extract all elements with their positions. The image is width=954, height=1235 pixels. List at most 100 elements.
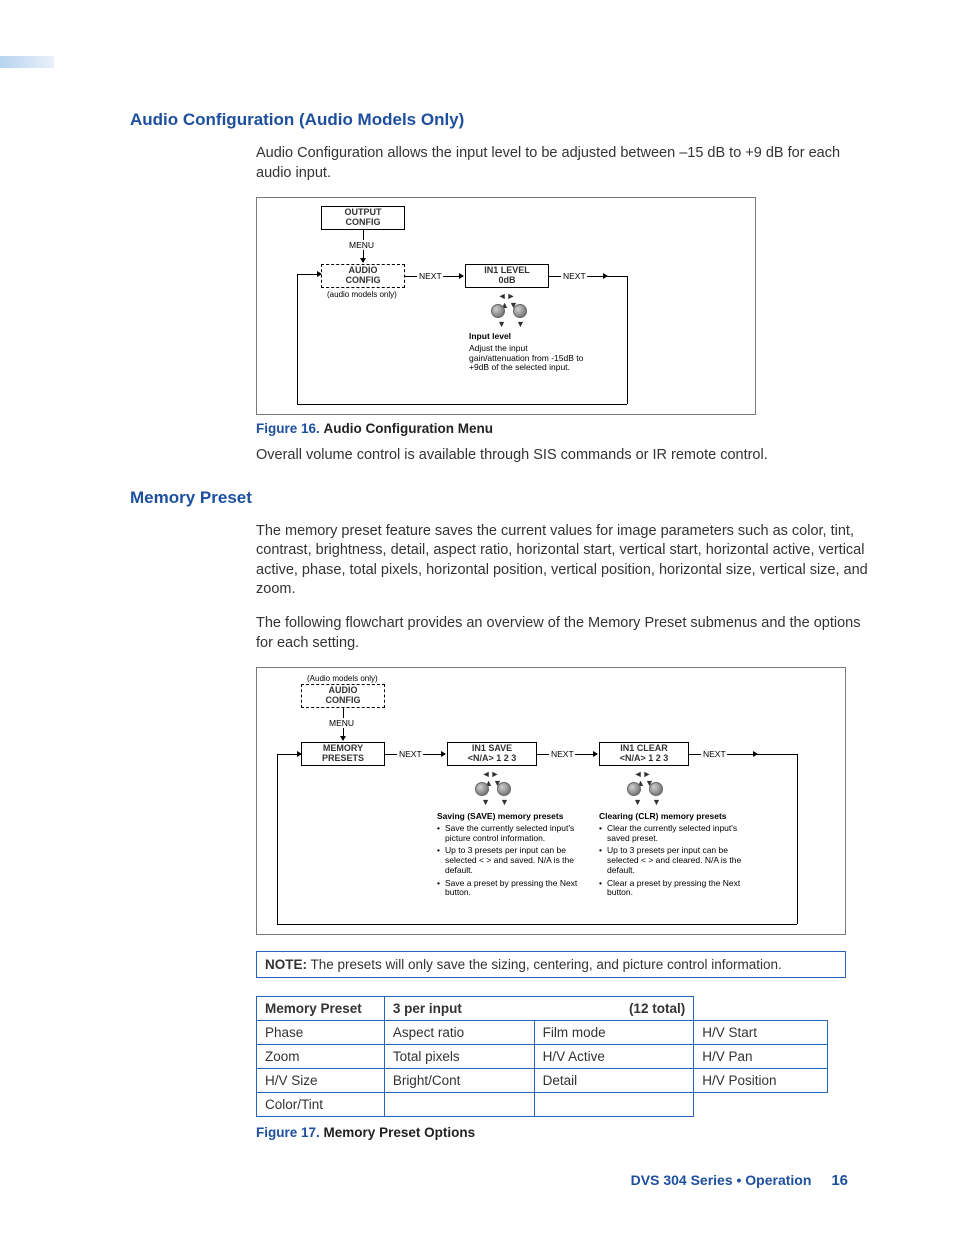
table-row: Color/Tint bbox=[257, 1093, 828, 1117]
output-config-l2: CONFIG bbox=[326, 218, 400, 228]
box-output-config: OUTPUT CONFIG bbox=[321, 206, 405, 230]
figure-16-caption: Figure 16. Audio Configuration Menu bbox=[256, 421, 870, 436]
line-h5 bbox=[607, 276, 627, 277]
d2-h6 bbox=[727, 754, 757, 755]
label-next-4: NEXT bbox=[551, 749, 574, 759]
figure-16-diagram: OUTPUT CONFIG MENU AUDIO CONFIG (audio m… bbox=[256, 197, 756, 415]
box-audio-config-2: AUDIO CONFIG bbox=[301, 684, 385, 708]
fig17-title: Memory Preset Options bbox=[324, 1125, 476, 1140]
clear-l2: <N/A> 1 2 3 bbox=[604, 754, 684, 764]
page-content: Audio Configuration (Audio Models Only) … bbox=[130, 110, 870, 1150]
label-audio-note-2: (Audio models only) bbox=[307, 674, 378, 683]
d2-v1 bbox=[343, 708, 344, 718]
d2-v2 bbox=[343, 728, 344, 740]
cell-2-3: H/V Position bbox=[694, 1069, 828, 1093]
cell-0-3: H/V Start bbox=[694, 1021, 828, 1045]
cell-3-3 bbox=[694, 1093, 828, 1117]
figure-17-caption: Figure 17. Memory Preset Options bbox=[256, 1125, 870, 1140]
desc-save-item-1: Up to 3 presets per input can be selecte… bbox=[437, 846, 587, 875]
cell-2-0: H/V Size bbox=[257, 1069, 385, 1093]
label-next-3: NEXT bbox=[399, 749, 422, 759]
knob-right-1 bbox=[513, 304, 527, 318]
d2-ret-h bbox=[277, 924, 797, 925]
label-next-5: NEXT bbox=[703, 749, 726, 759]
cell-1-1: Total pixels bbox=[384, 1045, 534, 1069]
d2-h5 bbox=[689, 754, 701, 755]
line-h1 bbox=[405, 276, 417, 277]
line-ret-h bbox=[297, 404, 627, 405]
d2-h3 bbox=[537, 754, 549, 755]
figure-17-diagram: (Audio models only) AUDIO CONFIG MENU ME… bbox=[256, 667, 846, 935]
cell-1-2: H/V Active bbox=[534, 1045, 694, 1069]
cell-0-2: Film mode bbox=[534, 1021, 694, 1045]
knob-s1 bbox=[475, 782, 489, 796]
save-l2: <N/A> 1 2 3 bbox=[452, 754, 532, 764]
desc-clear-item-1: Up to 3 presets per input can be selecte… bbox=[599, 846, 749, 875]
audio-config-intro: Audio Configuration allows the input lev… bbox=[256, 144, 870, 183]
desc-input-level: Input level Adjust the input gain/attenu… bbox=[469, 332, 589, 373]
cell-2-1: Bright/Cont bbox=[384, 1069, 534, 1093]
d2-h4 bbox=[575, 754, 597, 755]
label-menu-1: MENU bbox=[349, 240, 374, 250]
page-footer: DVS 304 Series • Operation 16 bbox=[631, 1172, 848, 1189]
line-ret-arrow bbox=[297, 274, 321, 275]
line-ret-v bbox=[297, 274, 298, 404]
footer-page: 16 bbox=[831, 1172, 848, 1189]
d2-h7 bbox=[757, 754, 797, 755]
knob-down-arrows-1: ▼ ▼ bbox=[493, 320, 529, 329]
in1-level-l2: 0dB bbox=[470, 276, 544, 286]
memory-l2: PRESETS bbox=[306, 754, 380, 764]
desc-clear-list: Clear the currently selected input's sav… bbox=[599, 824, 749, 898]
th-3-per-input: 3 per input (12 total) bbox=[384, 997, 693, 1021]
knob-s2 bbox=[497, 782, 511, 796]
cell-3-0: Color/Tint bbox=[257, 1093, 385, 1117]
knobs-save bbox=[475, 782, 511, 796]
th-memory-preset: Memory Preset bbox=[257, 997, 385, 1021]
memory-preset-p1: The memory preset feature saves the curr… bbox=[256, 522, 870, 600]
line-v3 bbox=[627, 276, 628, 404]
label-menu-2: MENU bbox=[329, 718, 354, 728]
desc-save-title: Saving (SAVE) memory presets bbox=[437, 812, 587, 822]
fig17-num: Figure 17. bbox=[256, 1125, 320, 1140]
line-v2 bbox=[363, 250, 364, 262]
label-audio-note: (audio models only) bbox=[327, 290, 397, 299]
audio-config-p2: Overall volume control is available thro… bbox=[256, 446, 870, 466]
table-row: H/V Size Bright/Cont Detail H/V Position bbox=[257, 1069, 828, 1093]
audio-config2-l2: CONFIG bbox=[306, 696, 380, 706]
memory-preset-p2: The following flowchart provides an over… bbox=[256, 614, 870, 653]
knob-left-1 bbox=[491, 304, 505, 318]
cell-0-1: Aspect ratio bbox=[384, 1021, 534, 1045]
memory-preset-table: Memory Preset 3 per input (12 total) Pha… bbox=[256, 996, 828, 1117]
table-row: Phase Aspect ratio Film mode H/V Start bbox=[257, 1021, 828, 1045]
d2-ret-arrow bbox=[277, 754, 301, 755]
box-audio-config: AUDIO CONFIG bbox=[321, 264, 405, 288]
th-3-per-input-b: (12 total) bbox=[629, 1001, 685, 1016]
line-v1 bbox=[363, 230, 364, 240]
desc-clear-item-0: Clear the currently selected input's sav… bbox=[599, 824, 749, 844]
desc-save-list: Save the currently selected input's pict… bbox=[437, 824, 587, 898]
heading-audio-config: Audio Configuration (Audio Models Only) bbox=[130, 110, 870, 130]
table-row: Zoom Total pixels H/V Active H/V Pan bbox=[257, 1045, 828, 1069]
d2-ret-v bbox=[277, 754, 278, 924]
knob-down-save: ▼ ▼ bbox=[477, 798, 513, 807]
fig16-num: Figure 16. bbox=[256, 421, 320, 436]
note-text: The presets will only save the sizing, c… bbox=[311, 957, 782, 972]
knob-down-clear: ▼ ▼ bbox=[629, 798, 665, 807]
line-h2 bbox=[443, 276, 463, 277]
label-next-1: NEXT bbox=[419, 271, 442, 281]
box-in1-level: IN1 LEVEL 0dB bbox=[465, 264, 549, 288]
top-gradient-bar bbox=[0, 56, 54, 68]
d2-v3 bbox=[797, 754, 798, 924]
d2-h2 bbox=[423, 754, 445, 755]
desc-input-level-text: Adjust the input gain/attenuation from -… bbox=[469, 344, 589, 373]
label-next-2: NEXT bbox=[563, 271, 586, 281]
cell-3-1 bbox=[384, 1093, 534, 1117]
desc-clear-title: Clearing (CLR) memory presets bbox=[599, 812, 749, 822]
note-label: NOTE: bbox=[265, 957, 307, 972]
knob-c2 bbox=[649, 782, 663, 796]
cell-1-3: H/V Pan bbox=[694, 1045, 828, 1069]
desc-clear-item-2: Clear a preset by pressing the Next butt… bbox=[599, 879, 749, 899]
fig16-title: Audio Configuration Menu bbox=[324, 421, 493, 436]
desc-input-level-title: Input level bbox=[469, 332, 589, 342]
th-3-per-input-a: 3 per input bbox=[393, 1001, 462, 1016]
